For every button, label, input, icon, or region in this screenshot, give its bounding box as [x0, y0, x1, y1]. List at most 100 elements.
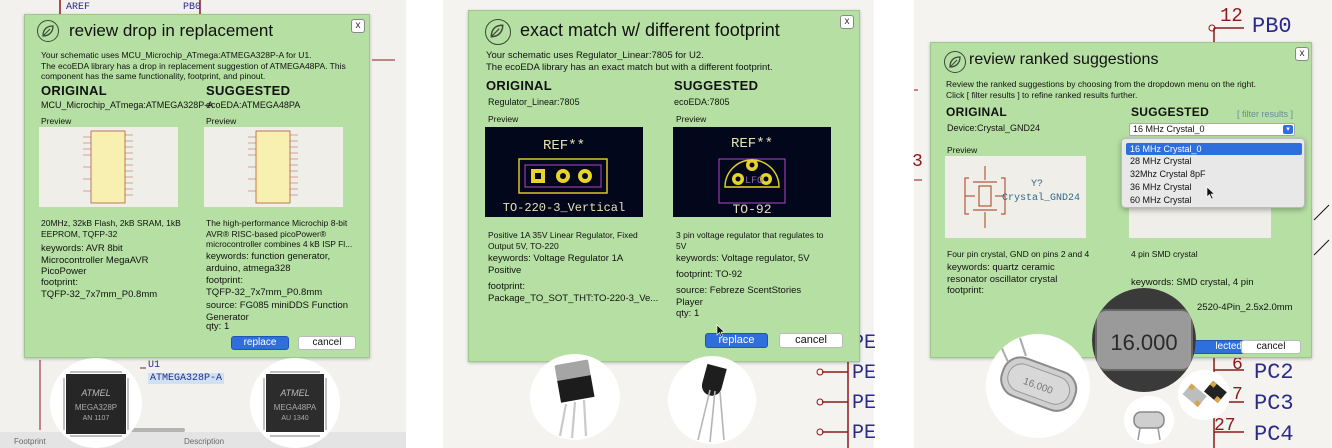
- close-button[interactable]: x: [1295, 47, 1309, 61]
- aref-label: AREF: [66, 2, 91, 13]
- original-part-name: MCU_Microchip_ATmega:ATMEGA328P-A: [41, 100, 214, 110]
- crystal-marking-text: 16.000: [1110, 330, 1177, 355]
- suggested-footprint: 2520-4Pin_2.5x2.0mm: [1197, 302, 1293, 313]
- pcb2-ref-text: REF**: [731, 136, 773, 152]
- leaf-icon: [37, 20, 59, 42]
- dropdown-selected-value: 16 MHz Crystal_0: [1133, 124, 1205, 134]
- chevron-down-icon[interactable]: ▾: [1283, 125, 1293, 134]
- original-description: 20MHz, 32kB Flash, 2kB SRAM, 1kB EEPROM,…: [41, 218, 181, 239]
- to220-regulator-photo: [530, 354, 620, 440]
- suggested-description: 3 pin voltage regulator that regulates t…: [676, 230, 824, 251]
- original-part-name: Device:Crystal_GND24: [947, 123, 1041, 133]
- dropdown-option[interactable]: 28 MHz Crystal: [1130, 156, 1192, 166]
- pb0-label-right: PB0: [1252, 14, 1292, 39]
- cancel-button[interactable]: cancel: [779, 333, 843, 348]
- dialog-title: exact match w/ different footprint: [520, 20, 780, 40]
- original-footprint: footprint: TQFP-32_7x7mm_P0.8mm: [41, 277, 158, 300]
- pin-12-number: 12: [1220, 5, 1243, 27]
- dialog-title: review ranked suggestions: [969, 51, 1159, 68]
- pcb1-name-text: TO-220-3_Vertical: [503, 201, 625, 215]
- suggested-preview-label: Preview: [206, 116, 237, 126]
- original-header: ORIGINAL: [486, 78, 552, 93]
- suggested-keywords: keywords: SMD crystal, 4 pin: [1131, 277, 1254, 288]
- original-keywords: keywords: AVR 8bit Microcontroller MegaA…: [41, 243, 149, 277]
- suggestion-dropdown-list: 16 MHz Crystal_0 28 MHz Crystal 32Mhz Cr…: [1121, 138, 1305, 208]
- suggested-source: source: Febreze ScentStories Player: [676, 285, 802, 308]
- symbol-ref-text: Y?: [1031, 179, 1043, 190]
- original-keywords: keywords: quartz ceramic resonator oscil…: [947, 262, 1058, 285]
- small-crystal-photo: [1124, 396, 1174, 444]
- replace-button[interactable]: replace: [231, 336, 289, 350]
- original-footprint: footprint: Package_TO_SOT_THT:TO-220-3_V…: [488, 281, 659, 304]
- pe-label-3: PE: [852, 392, 877, 415]
- dropdown-option[interactable]: 60 MHz Crystal: [1130, 195, 1192, 205]
- ref-u1-label: U1: [148, 360, 161, 371]
- crystal-closeup-photo: 16.000: [1092, 288, 1196, 392]
- original-preview-label: Preview: [41, 116, 72, 126]
- pc3-label: PC3: [1254, 391, 1294, 416]
- dropdown-option[interactable]: 32Mhz Crystal 8pF: [1130, 169, 1206, 179]
- original-keywords: keywords: Voltage Regulator 1A Positive: [488, 253, 624, 276]
- original-symbol-preview: Y? Crystal_GND24: [945, 156, 1086, 238]
- chip1-brand: ATMEL: [80, 388, 110, 398]
- symbol-name-text: Crystal_GND24: [1002, 192, 1080, 204]
- suggested-keywords: keywords: Voltage regulator, 5V: [676, 253, 810, 264]
- pe-label-2: PE: [852, 362, 877, 385]
- description-column-header[interactable]: Description: [184, 437, 225, 446]
- pin-27-number: 27: [1214, 416, 1236, 436]
- original-description: Positive 1A 35V Linear Regulator, Fixed …: [488, 230, 638, 251]
- close-button[interactable]: x: [351, 19, 365, 33]
- suggested-part-name: ecoEDA:ATMEGA48PA: [206, 100, 301, 110]
- leaf-icon: [944, 51, 966, 73]
- hc49-crystal-photo: 16.000: [986, 334, 1090, 438]
- chip2-brand: ATMEL: [279, 388, 309, 398]
- original-preview-label: Preview: [488, 114, 519, 124]
- pe-label-4: PE: [852, 422, 877, 445]
- suggested-preview-label: Preview: [676, 114, 707, 124]
- suggested-source: source: FG085 miniDDS Function Generator: [206, 300, 349, 323]
- suggested-symbol-preview: [204, 127, 343, 207]
- pin-7-number: 7: [1232, 385, 1243, 405]
- suggested-description: 4 pin SMD crystal: [1131, 249, 1198, 259]
- suggestion-dropdown[interactable]: 16 MHz Crystal_0 ▾: [1129, 123, 1295, 136]
- chip1-line2: AN 1107: [83, 415, 110, 422]
- dropdown-option[interactable]: 16 MHz Crystal_0: [1126, 143, 1302, 155]
- original-symbol-preview: [39, 127, 178, 207]
- chip1-line1: MEGA328P: [75, 403, 117, 412]
- replace-button[interactable]: replace: [705, 333, 768, 348]
- dialog-intro: Your schematic uses Regulator_Linear:780…: [486, 50, 773, 73]
- original-footprint: footprint:: [947, 285, 984, 296]
- replace-button[interactable]: lected: [1187, 340, 1247, 354]
- cancel-button[interactable]: cancel: [1241, 340, 1301, 354]
- dialog-intro: Review the ranked suggestions by choosin…: [946, 79, 1256, 100]
- suggested-description: The high-performance Microchip 8-bit AVR…: [206, 218, 353, 249]
- suggested-footprint-preview: REF** LFG TO-92: [673, 127, 831, 217]
- suggested-footprint: footprint: TO-92: [676, 269, 743, 280]
- leaf-icon: [485, 19, 511, 45]
- mouse-cursor-icon: [716, 324, 726, 338]
- suggested-header: SUGGESTED: [206, 83, 291, 98]
- suggested-qty: qty: 1: [676, 308, 700, 319]
- original-preview-label: Preview: [947, 145, 978, 155]
- close-button[interactable]: x: [840, 15, 854, 29]
- drop-in-replacement-dialog: review drop in replacement x Your schema…: [24, 14, 370, 358]
- suggested-header: SUGGESTED: [674, 78, 759, 93]
- pc4-label: PC4: [1254, 422, 1294, 447]
- smd-crystal-photo: [1178, 370, 1230, 420]
- footprint-column-header[interactable]: Footprint: [14, 437, 46, 446]
- cancel-button[interactable]: cancel: [298, 336, 356, 350]
- pcb2-fab-text: LFG: [745, 176, 763, 187]
- original-description: Four pin crystal, GND on pins 2 and 4: [947, 249, 1090, 259]
- pb0-label-left: PB0: [183, 2, 202, 13]
- suggested-footprint: footprint: TQFP-32_7x7mm_P0.8mm: [206, 275, 323, 298]
- pcb1-ref-text: REF**: [543, 138, 585, 154]
- pc2-label: PC2: [1254, 360, 1294, 385]
- dropdown-option[interactable]: 36 MHz Crystal: [1130, 182, 1192, 192]
- different-footprint-dialog: exact match w/ different footprint x You…: [468, 10, 860, 362]
- original-chip-photo: ATMEL MEGA328P AN 1107: [50, 358, 142, 448]
- original-header: ORIGINAL: [946, 105, 1008, 119]
- filter-results-link[interactable]: [ filter results ]: [1237, 109, 1294, 119]
- mouse-cursor-icon: [1206, 186, 1216, 200]
- pin-3-number: 3: [912, 152, 923, 172]
- suggested-keywords: keywords: function generator, arduino, a…: [206, 251, 331, 274]
